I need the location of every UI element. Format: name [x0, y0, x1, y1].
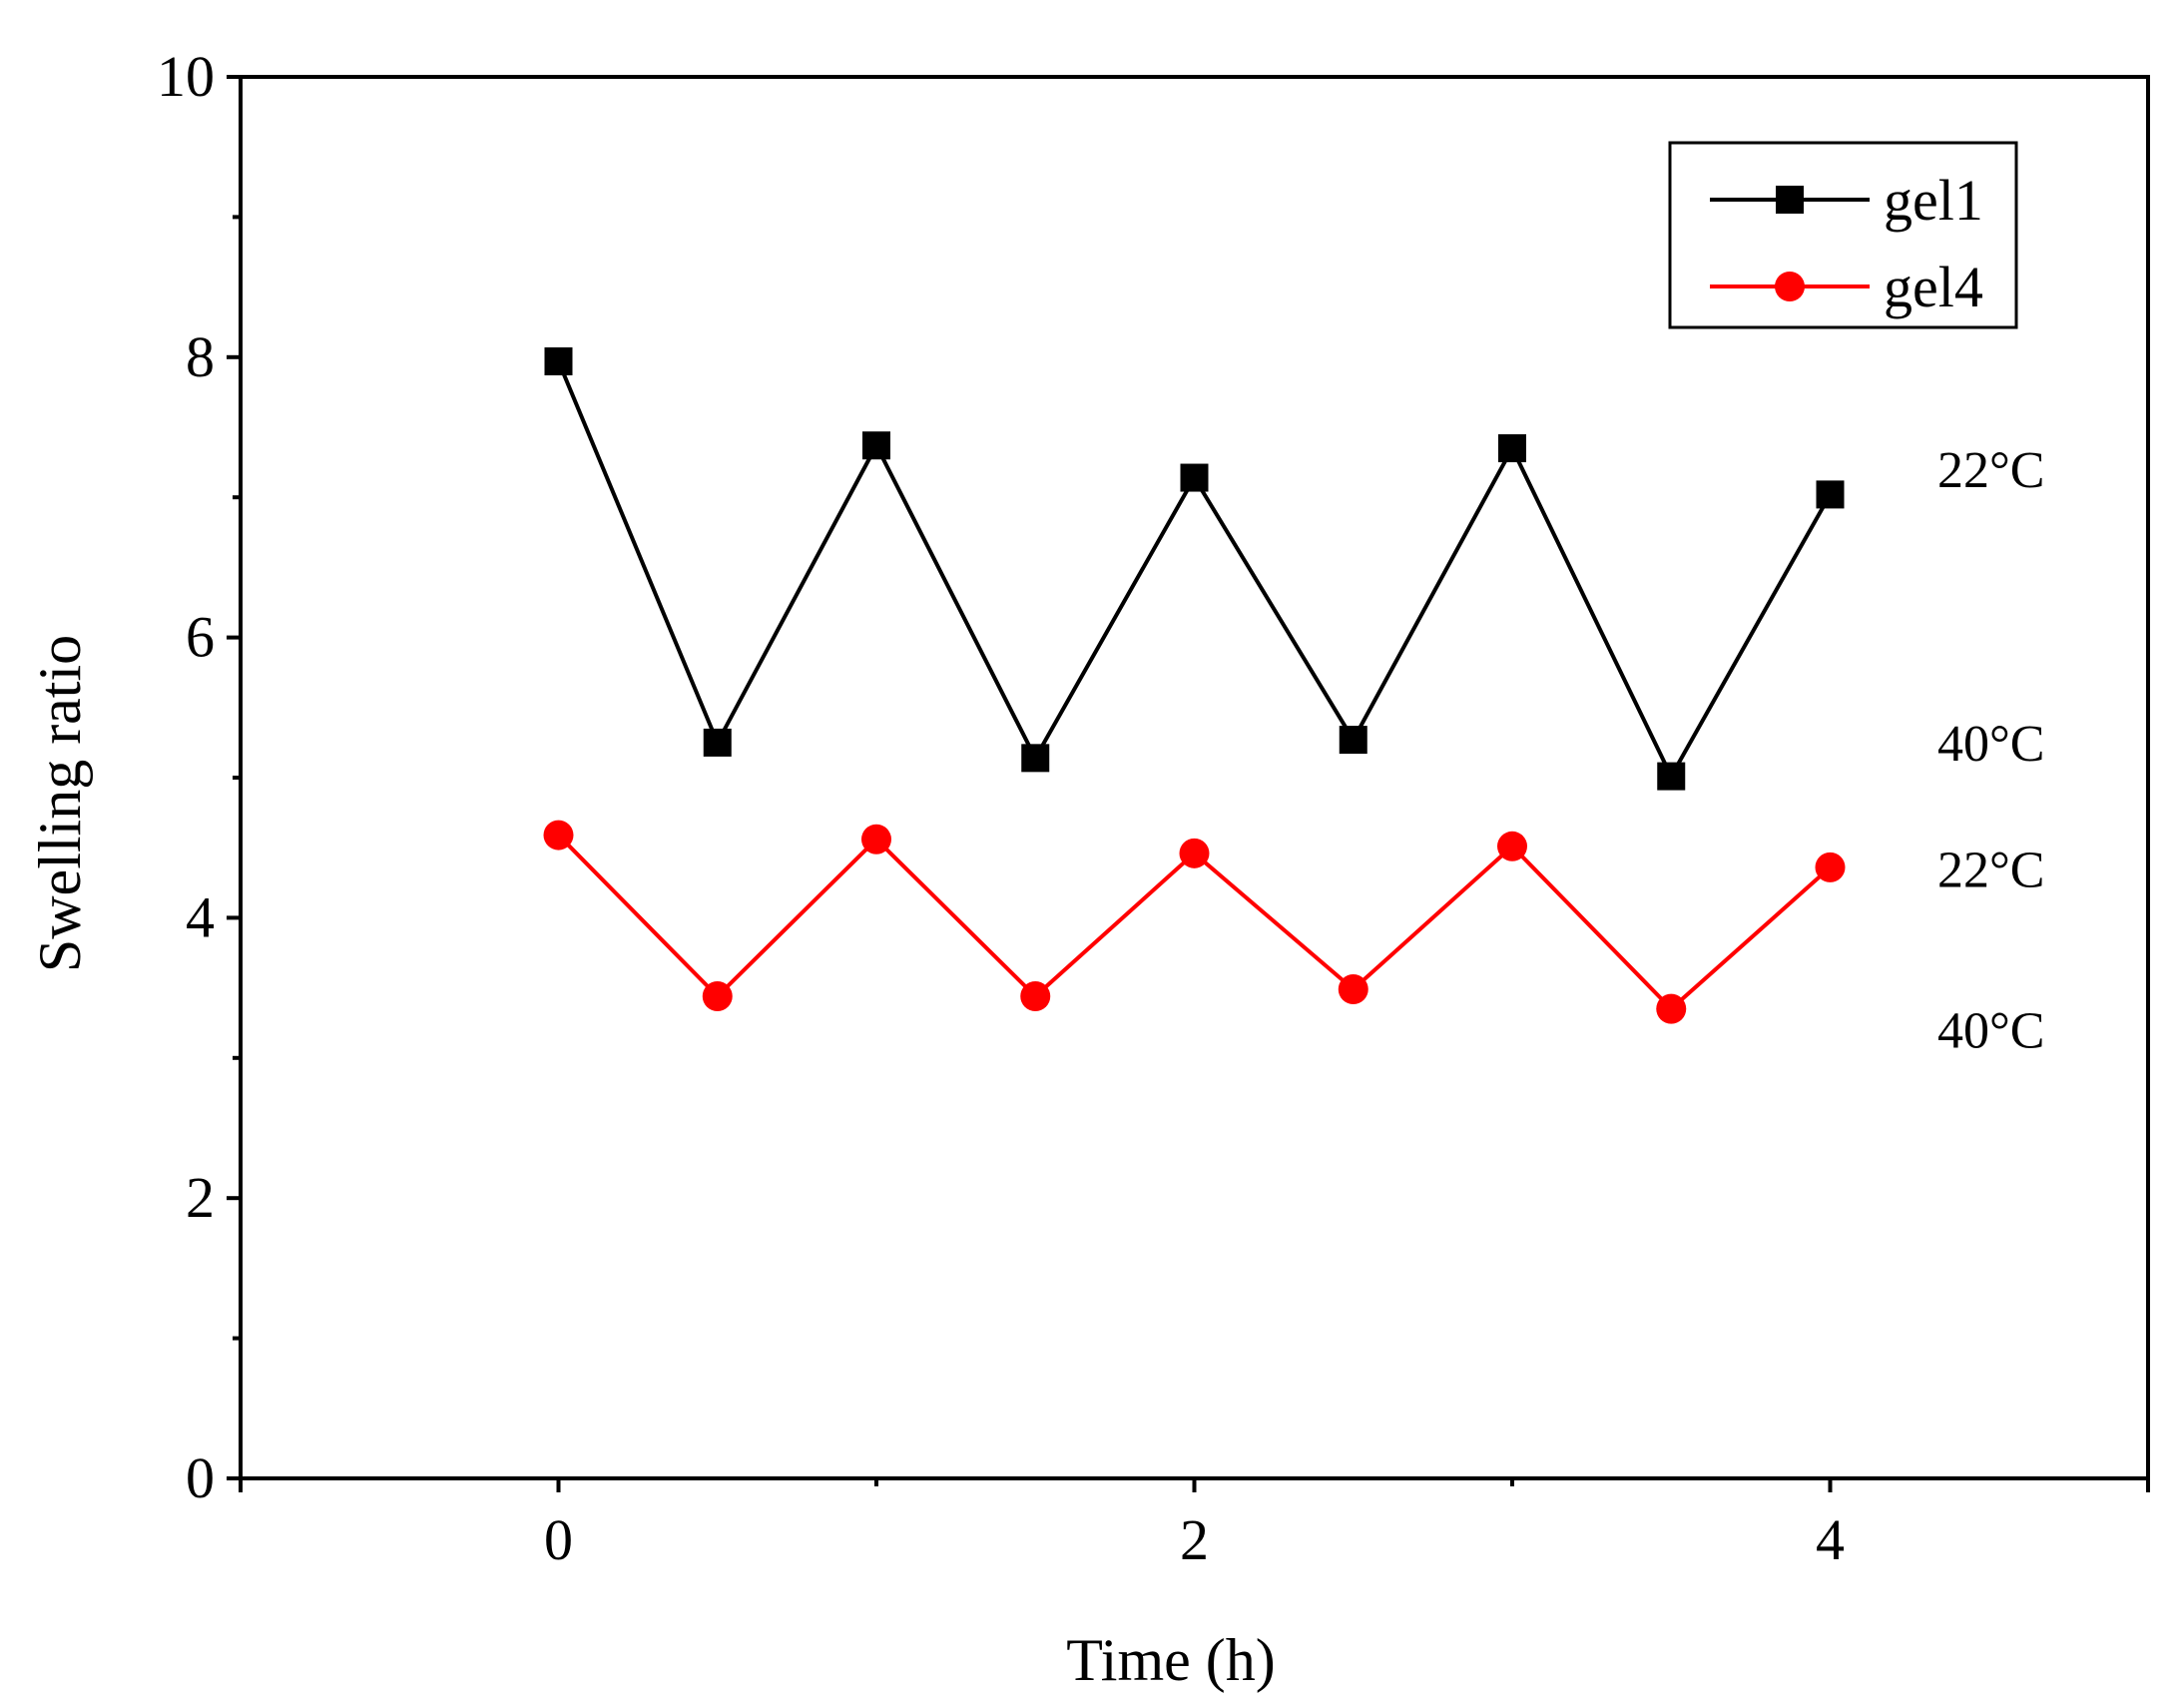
- legend-box: [1668, 141, 2018, 329]
- data-point-gel1: [1339, 726, 1367, 755]
- data-point-gel4: [1815, 852, 1846, 882]
- data-point-gel1: [1816, 480, 1845, 509]
- legend-label-gel4: gel4: [1884, 255, 1983, 319]
- legend-marker-gel4: [1775, 272, 1805, 301]
- data-point-gel4: [861, 824, 891, 854]
- data-point-gel4: [1020, 981, 1051, 1012]
- series-line-gel1: [556, 360, 1833, 781]
- data-point-gel4: [1338, 974, 1368, 1005]
- y-tick-label: 4: [186, 884, 215, 949]
- legend: gel1 gel4: [1668, 141, 2018, 329]
- y-tick-label: 8: [186, 324, 215, 389]
- data-point-gel1: [1657, 762, 1686, 791]
- data-point-gel1: [1498, 434, 1526, 463]
- data-point-gel1: [862, 431, 890, 460]
- data-point-gel4: [543, 820, 574, 851]
- data-point-gel1: [1180, 463, 1209, 492]
- x-tick-label: 4: [1816, 1507, 1845, 1572]
- x-tick-label: 2: [1180, 1507, 1209, 1572]
- temperature-annotation: 40°C: [1937, 716, 2044, 773]
- y-tick-label: 10: [157, 44, 215, 109]
- x-axis: 0 2 4: [239, 1478, 2150, 1572]
- data-point-gel4: [1179, 838, 1210, 868]
- data-point-gel4: [1656, 993, 1687, 1024]
- temperature-annotation: 40°C: [1937, 1003, 2044, 1060]
- y-axis-title: Swelling ratio: [27, 635, 93, 972]
- temperature-annotation: 22°C: [1937, 842, 2044, 898]
- data-point-gel1: [544, 347, 573, 376]
- y-tick-label: 0: [186, 1445, 215, 1510]
- series-layer: [543, 347, 1846, 1024]
- y-tick-label: 2: [186, 1165, 215, 1230]
- temperature-annotation: 22°C: [1937, 442, 2044, 499]
- data-point-gel1: [1021, 744, 1050, 773]
- annotation-layer: 22°C 40°C 22°C 40°C: [1937, 442, 2044, 1060]
- x-axis-title: Time (h): [1066, 1627, 1275, 1693]
- legend-marker-gel1: [1776, 186, 1804, 214]
- data-point-gel4: [702, 981, 733, 1012]
- legend-label-gel1: gel1: [1884, 168, 1983, 233]
- y-axis: 0 2 4 6 8 10: [157, 44, 241, 1510]
- y-tick-label: 6: [186, 605, 215, 670]
- data-point-gel4: [1497, 831, 1527, 861]
- x-tick-label: 0: [544, 1507, 573, 1572]
- data-point-gel1: [703, 728, 732, 757]
